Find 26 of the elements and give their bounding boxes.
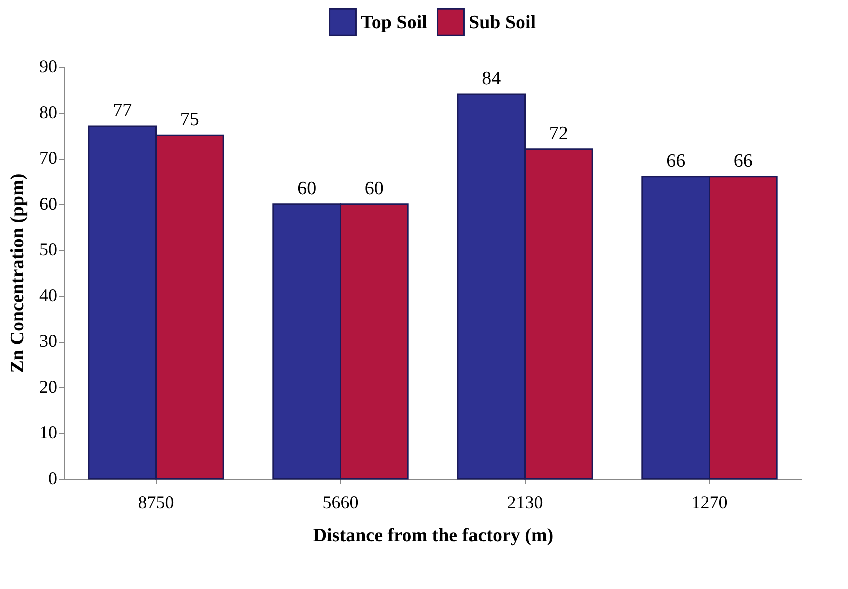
- y-tick-label: 80: [40, 102, 58, 122]
- y-tick-label: 50: [40, 240, 58, 260]
- legend-label: Sub Soil: [469, 12, 536, 34]
- y-tick-label: 70: [40, 148, 58, 168]
- data-label: 77: [113, 100, 132, 122]
- y-tick-label: 60: [40, 194, 58, 214]
- data-label: 72: [549, 123, 568, 144]
- y-tick-label: 20: [40, 376, 58, 397]
- x-tick-label: 1270: [692, 492, 728, 512]
- x-tick-label: 8750: [138, 492, 174, 512]
- y-tick-label: 90: [40, 56, 58, 76]
- data-label: 75: [180, 110, 200, 131]
- data-label: 66: [734, 150, 753, 172]
- data-label: 66: [666, 150, 686, 172]
- x-axis-title: Distance from the factory (m): [313, 526, 554, 546]
- y-tick-label: 40: [40, 285, 58, 306]
- y-axis-title: Zn Concentration (ppm): [8, 174, 28, 374]
- x-tick-label: 5660: [322, 492, 359, 512]
- data-label: 84: [482, 68, 502, 90]
- y-tick-label: 30: [40, 331, 58, 352]
- x-tick-label: 2130: [507, 492, 544, 512]
- y-tick-label: 10: [40, 422, 58, 443]
- data-label: 60: [364, 178, 384, 200]
- legend-label: Top Soil: [361, 12, 428, 34]
- data-label: 60: [298, 178, 317, 200]
- y-tick-label: 0: [48, 468, 58, 488]
